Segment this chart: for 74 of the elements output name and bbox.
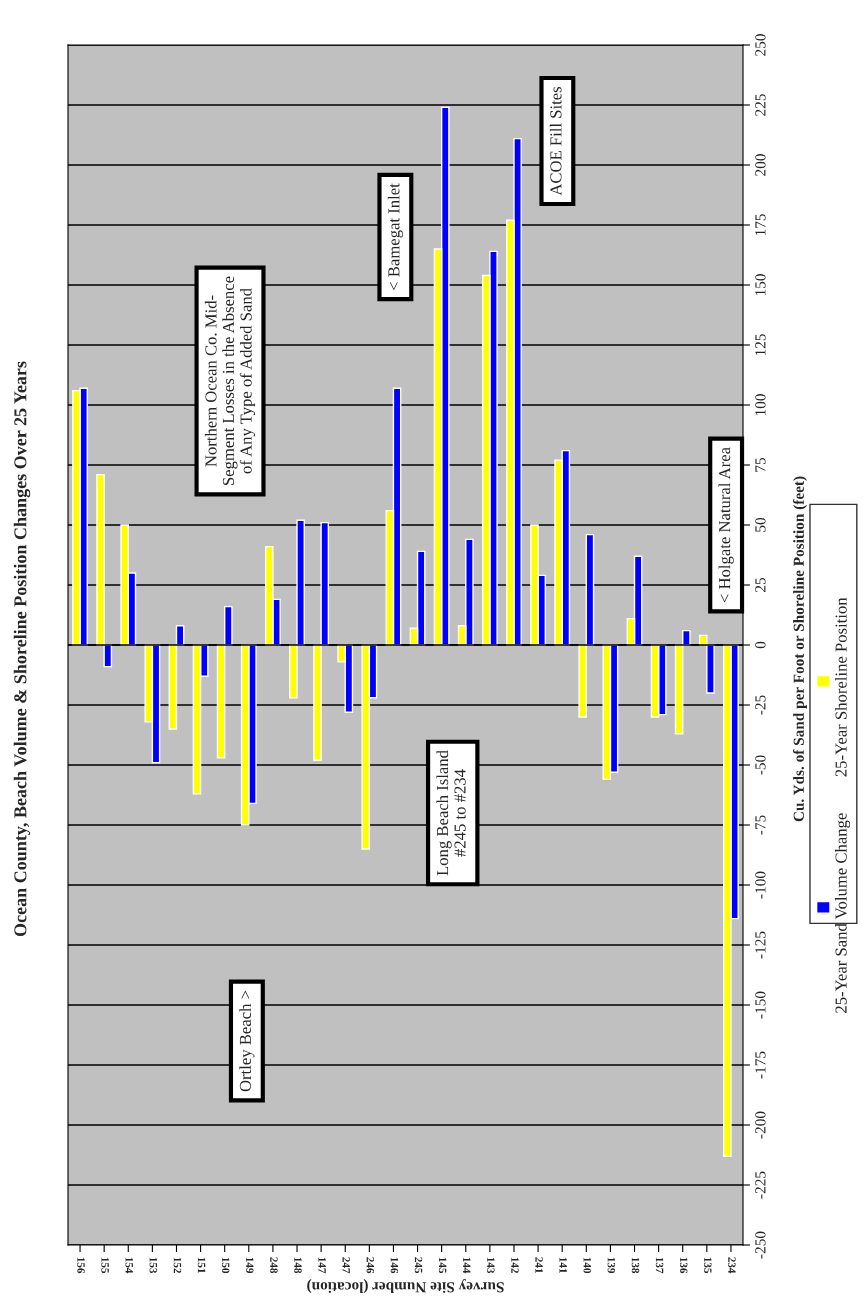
y-tick-label: 25 — [755, 577, 766, 592]
annotation: Northern Ocean Co. Mid- Segment Losses in the Absence of Any Type of Added Sand — [204, 276, 256, 485]
x-axis-title: Survey Site Number (location) — [307, 1279, 504, 1293]
x-tick-label: 148 — [294, 1257, 302, 1274]
x-tick-label: 144 — [463, 1257, 471, 1274]
x-tick-label: 151 — [197, 1257, 206, 1273]
legend-label: 25-Year Sand Volume Change — [834, 813, 851, 1013]
x-tick-label: 137 — [655, 1257, 664, 1274]
y-tick-label: -250 — [755, 1231, 766, 1259]
bar — [585, 533, 595, 646]
annotation: < Holgate Natural Area — [718, 447, 734, 603]
bar — [578, 644, 587, 718]
x-tick-label: 143 — [487, 1257, 495, 1274]
annotation: < Bamegat Inlet — [387, 183, 403, 290]
bar — [224, 605, 233, 646]
annotation: Long Beach Island #245 to #234 — [436, 750, 466, 876]
y-tick-label: 175 — [755, 214, 766, 236]
x-tick-label: 248 — [270, 1257, 278, 1274]
x-tick-label: 246 — [366, 1257, 375, 1274]
y-tick-label: -100 — [755, 871, 766, 899]
x-tick-label: 146 — [390, 1257, 399, 1274]
y-tick-label: -25 — [755, 695, 766, 715]
bar — [682, 629, 691, 646]
y-tick-label: -175 — [755, 1051, 766, 1079]
y-tick-label: -225 — [755, 1171, 766, 1199]
bar — [313, 644, 322, 761]
bar — [103, 644, 113, 668]
y-tick-label: 225 — [755, 94, 766, 116]
x-tick-label: 234 — [728, 1257, 736, 1274]
x-tick-label: 153 — [149, 1257, 158, 1274]
y-tick-label: -125 — [755, 931, 766, 959]
y-tick-label: -50 — [755, 755, 766, 775]
x-tick-label: 139 — [607, 1257, 616, 1274]
x-tick-label: 147 — [318, 1257, 326, 1274]
y-tick-label: 100 — [755, 394, 766, 416]
y-tick-label: -75 — [755, 815, 766, 835]
y-tick-label: 150 — [755, 274, 766, 296]
bar — [168, 644, 178, 730]
bar — [296, 519, 305, 646]
x-tick-label: 152 — [173, 1257, 182, 1273]
y-tick-label: 75 — [755, 457, 766, 472]
x-tick-label: 241 — [535, 1257, 543, 1273]
x-tick-label: 136 — [679, 1257, 688, 1274]
x-tick-label: 154 — [125, 1257, 133, 1274]
legend-label: 25-Year Shoreline Position — [834, 597, 847, 777]
x-tick-label: 138 — [631, 1257, 640, 1274]
y-tick-label: 50 — [755, 517, 766, 532]
x-tick-label: 150 — [221, 1257, 230, 1274]
bar — [96, 473, 105, 646]
y-tick-label: 0 — [755, 641, 766, 649]
bar — [674, 644, 684, 735]
bar — [216, 644, 226, 759]
x-tick-label: 142 — [511, 1257, 519, 1273]
x-tick-label: 145 — [438, 1257, 447, 1274]
x-tick-label: 247 — [342, 1257, 350, 1274]
y-tick-label: -200 — [755, 1111, 766, 1139]
annotation: ACOE Fill Sites — [549, 86, 562, 196]
y-tick-label: 125 — [755, 334, 766, 356]
text: Ocean County, Beach Volume & Shoreline Position Changes Over 25 Years — [13, 361, 31, 937]
x-tick-label: 135 — [704, 1257, 712, 1274]
bar — [706, 644, 715, 694]
y-axis-title: Cu. Yds. of Sand per Foot or Shoreline Position (feet) — [792, 476, 808, 822]
y-tick-label: -150 — [755, 991, 766, 1019]
bar — [320, 521, 330, 646]
x-tick-label: 149 — [246, 1257, 254, 1274]
annotation: Ortley Beach > — [239, 990, 255, 1092]
x-tick-label: 140 — [583, 1257, 592, 1274]
x-tick-label: 141 — [559, 1257, 567, 1273]
bar — [289, 644, 298, 699]
x-tick-label: 156 — [77, 1257, 85, 1274]
y-tick-label: 250 — [755, 34, 766, 56]
x-tick-label: 245 — [414, 1257, 423, 1274]
x-tick-label: 155 — [101, 1257, 109, 1274]
y-tick-label: 200 — [755, 154, 766, 176]
